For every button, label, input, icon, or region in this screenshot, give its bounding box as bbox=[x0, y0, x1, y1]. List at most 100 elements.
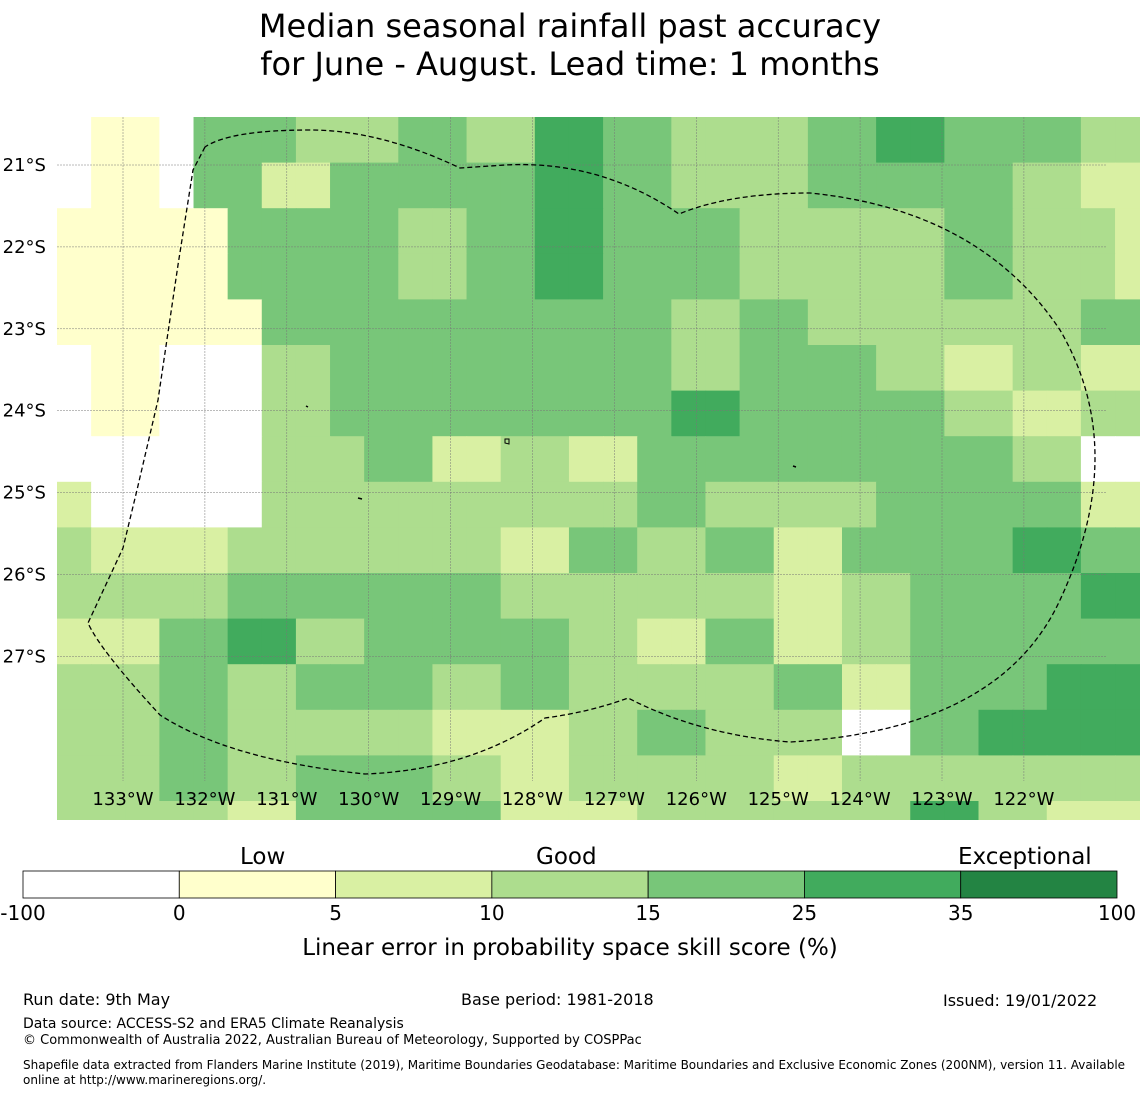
grid-cell bbox=[432, 664, 468, 711]
grid-cell bbox=[910, 801, 945, 820]
grid-cell bbox=[534, 664, 570, 711]
grid-cell bbox=[773, 664, 809, 711]
grid-cell bbox=[1046, 345, 1082, 392]
grid-cell bbox=[91, 117, 126, 164]
grid-cell bbox=[739, 117, 775, 164]
grid-cell bbox=[91, 573, 126, 620]
grid-cell bbox=[1080, 618, 1116, 665]
grid-cell bbox=[432, 481, 468, 528]
grid-cell bbox=[432, 573, 468, 620]
grid-cell bbox=[261, 253, 297, 300]
grid-cell bbox=[944, 117, 980, 164]
grid-cell bbox=[125, 436, 160, 483]
grid-cell bbox=[227, 527, 263, 574]
grid-cell bbox=[568, 573, 604, 620]
grid-cell bbox=[534, 208, 570, 255]
grid-cell bbox=[159, 527, 195, 574]
grid-cell bbox=[876, 573, 911, 620]
grid-cell bbox=[841, 573, 877, 620]
colorbar-segment bbox=[22, 870, 180, 899]
grid-cell bbox=[671, 162, 707, 209]
colorbar-segment bbox=[804, 870, 962, 899]
grid-cell bbox=[159, 664, 195, 711]
grid-cell bbox=[261, 436, 297, 483]
grid-cell bbox=[841, 709, 877, 756]
grid-cell bbox=[1012, 618, 1048, 665]
grid-cell bbox=[841, 618, 877, 665]
grid-cell bbox=[568, 436, 604, 483]
grid-cell bbox=[705, 299, 741, 346]
grid-cell bbox=[364, 618, 399, 665]
issued-date: Issued: 19/01/2022 bbox=[943, 991, 1098, 1010]
grid-cell bbox=[125, 664, 160, 711]
grid-cell bbox=[125, 253, 160, 300]
grid-cell bbox=[1012, 709, 1048, 756]
grid-cell bbox=[57, 618, 92, 665]
grid-cell bbox=[876, 162, 911, 209]
grid-cell bbox=[671, 390, 707, 437]
grid-cell bbox=[466, 162, 502, 209]
grid-cell bbox=[57, 162, 92, 209]
grid-cell bbox=[807, 481, 843, 528]
grid-cell bbox=[1115, 801, 1140, 820]
grid-cell bbox=[534, 618, 570, 665]
grid-cell bbox=[603, 390, 638, 437]
grid-cell bbox=[91, 801, 126, 820]
grid-cell bbox=[534, 481, 570, 528]
grid-cell bbox=[568, 664, 604, 711]
grid-cell bbox=[261, 345, 297, 392]
grid-cell bbox=[125, 208, 160, 255]
grid-cell bbox=[364, 345, 399, 392]
grid-cell bbox=[125, 801, 160, 820]
grid-cell bbox=[1080, 755, 1116, 802]
grid-cell bbox=[57, 253, 92, 300]
grid-cell bbox=[705, 664, 741, 711]
latitude-label: 22°S bbox=[3, 237, 46, 258]
grid-cell bbox=[364, 527, 399, 574]
grid-cell bbox=[944, 801, 980, 820]
grid-cell bbox=[910, 481, 945, 528]
grid-cell bbox=[603, 618, 638, 665]
grid-cell bbox=[910, 162, 945, 209]
colorbar-tick-label: 0 bbox=[172, 901, 186, 925]
grid-cell bbox=[500, 436, 536, 483]
colorbar-category-good: Good bbox=[536, 844, 597, 870]
grid-cell bbox=[944, 162, 980, 209]
grid-cell bbox=[534, 162, 570, 209]
longitude-label: 131°W bbox=[256, 789, 317, 810]
grid-cell bbox=[944, 527, 980, 574]
grid-cell bbox=[466, 801, 502, 820]
grid-cell bbox=[398, 299, 434, 346]
grid-cell bbox=[944, 573, 980, 620]
grid-cell bbox=[364, 801, 399, 820]
grid-cell bbox=[807, 436, 843, 483]
grid-cell bbox=[159, 573, 195, 620]
grid-cell bbox=[295, 345, 331, 392]
grid-cell bbox=[1046, 527, 1082, 574]
grid-cell bbox=[398, 664, 434, 711]
grid-cell bbox=[261, 527, 297, 574]
grid-cell bbox=[1115, 527, 1140, 574]
grid-cell bbox=[364, 299, 399, 346]
chart-title-line-1: Median seasonal rainfall past accuracy bbox=[258, 7, 882, 45]
grid-cell bbox=[637, 573, 672, 620]
colorbar-tick-label: 5 bbox=[329, 901, 342, 925]
grid-cell bbox=[603, 664, 638, 711]
grid-cell bbox=[57, 345, 92, 392]
grid-cell bbox=[432, 527, 468, 574]
grid-cell bbox=[534, 253, 570, 300]
grid-cell bbox=[432, 345, 468, 392]
grid-cell bbox=[978, 390, 1014, 437]
grid-cell bbox=[364, 208, 399, 255]
colorbar-segment bbox=[178, 870, 336, 899]
grid-cell bbox=[841, 390, 877, 437]
latitude-labels: 21°S 22°S 23°S 24°S 25°S 26°S 27°S bbox=[3, 155, 46, 667]
grid-cell bbox=[910, 709, 945, 756]
grid-cell bbox=[603, 755, 638, 802]
grid-cell bbox=[603, 801, 638, 820]
grid-cell bbox=[193, 573, 229, 620]
grid-cell bbox=[57, 208, 92, 255]
grid-cell bbox=[261, 755, 297, 802]
grid-cell bbox=[227, 709, 263, 756]
grid-cell bbox=[227, 436, 263, 483]
